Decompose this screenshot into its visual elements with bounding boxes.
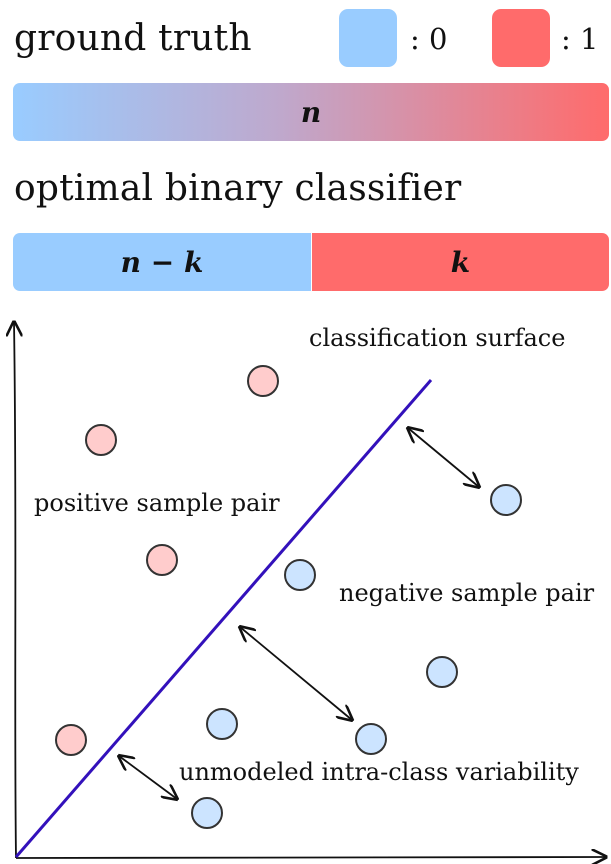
positive-pair-label: positive sample pair	[34, 489, 280, 517]
legend-swatch-class-1	[492, 9, 550, 67]
positive-sample	[146, 544, 178, 576]
distance-arrow	[240, 627, 352, 720]
positive-sample	[55, 724, 87, 756]
y-axis	[14, 322, 16, 859]
negative-pair-label: negative sample pair	[339, 579, 595, 607]
legend-label-class-1: : 1	[561, 22, 599, 56]
ground-truth-bar-label: n	[300, 95, 322, 129]
negative-sample	[490, 484, 522, 516]
ground-truth-bar: n	[13, 83, 609, 141]
classification-surface-label: classification surface	[309, 324, 565, 352]
negative-sample	[426, 656, 458, 688]
negative-sample	[284, 559, 316, 591]
negative-sample	[206, 708, 238, 740]
negative-sample	[355, 723, 387, 755]
negative-prediction-bar: n − k	[13, 233, 311, 291]
classification-surface-line	[14, 379, 433, 858]
legend-label-class-0: : 0	[410, 22, 448, 56]
ground-truth-title: ground truth	[14, 18, 252, 59]
intra-class-variability-label: unmodeled intra-class variability	[179, 758, 579, 786]
positive-prediction-label: k	[450, 245, 471, 279]
classifier-title: optimal binary classifier	[14, 168, 462, 209]
x-axis	[15, 857, 606, 858]
distance-arrow	[408, 428, 479, 487]
positive-sample	[247, 365, 279, 397]
legend-swatch-class-0	[339, 9, 397, 67]
positive-prediction-bar: k	[312, 233, 609, 291]
negative-sample	[191, 797, 223, 829]
positive-sample	[85, 424, 117, 456]
negative-prediction-label: n − k	[120, 245, 204, 279]
distance-arrow	[119, 756, 177, 799]
